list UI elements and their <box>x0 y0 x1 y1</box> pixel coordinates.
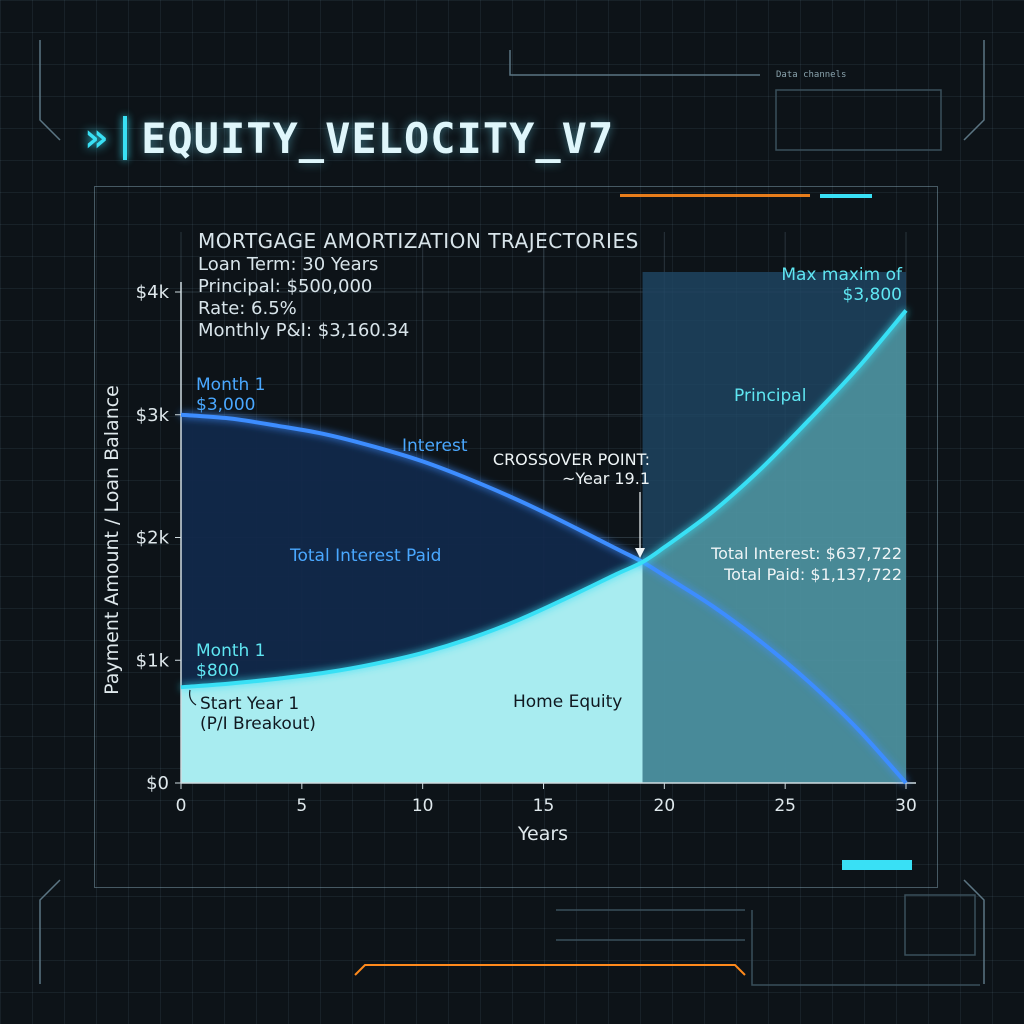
x-tick-label: 10 <box>412 796 434 816</box>
x-tick-label: 0 <box>176 796 187 816</box>
title-divider <box>123 116 128 160</box>
home-equity-label: Home Equity <box>513 692 622 712</box>
hud-accent-bars <box>354 194 912 976</box>
x-axis-label: Years <box>517 823 568 845</box>
principal-start-label-2: $800 <box>196 661 239 681</box>
chevron-right-icon: » <box>84 115 110 161</box>
start-year-label-1: Start Year 1 <box>200 694 299 714</box>
x-tick-label: 20 <box>654 796 676 816</box>
crossover-label-1: CROSSOVER POINT: <box>493 450 650 469</box>
max-label-1: Max maxim of <box>781 265 903 285</box>
data-channels-label: Data channels <box>776 70 847 80</box>
hud-frame-decoration <box>39 40 985 986</box>
total-paid-label: Total Paid: $1,137,722 <box>723 565 902 584</box>
crossover-label-2: ~Year 19.1 <box>562 469 650 488</box>
chart-areas <box>181 272 906 783</box>
principal-area-late <box>642 310 906 783</box>
interest-series-label: Interest <box>402 436 468 456</box>
chart-ticks: 0 5 10 15 20 25 30 $0 $1k $2k $3k $4k <box>136 282 917 816</box>
chart-title: MORTGAGE AMORTIZATION TRAJECTORIES <box>198 229 639 253</box>
app-title-text: EQUITY_VELOCITY_V7 <box>141 113 615 163</box>
y-tick-label: $4k <box>136 282 170 303</box>
series-line-principal <box>180 309 908 690</box>
total-interest-paid-label: Total Interest Paid <box>289 546 441 566</box>
chart-lines <box>180 309 908 785</box>
principal-text: Principal: $500,000 <box>198 276 373 297</box>
y-tick-label: $2k <box>136 528 170 549</box>
principal-series-label: Principal <box>734 386 806 406</box>
y-tick-label: $0 <box>146 773 169 794</box>
interest-start-label-1: Month 1 <box>196 375 266 395</box>
loan-term-text: Loan Term: 30 Years <box>198 254 379 275</box>
start-year-pointer <box>189 689 197 706</box>
x-tick-label: 30 <box>895 796 917 816</box>
x-tick-label: 15 <box>533 796 555 816</box>
app-title: » EQUITY_VELOCITY_V7 <box>84 110 614 166</box>
x-tick-label: 25 <box>774 796 796 816</box>
chart-info-block: MORTGAGE AMORTIZATION TRAJECTORIES Loan … <box>198 230 639 342</box>
principal-start-label-1: Month 1 <box>196 641 266 661</box>
chart-panel <box>94 186 938 888</box>
total-interest-label: Total Interest: $637,722 <box>710 544 902 563</box>
start-year-label-2: (P/I Breakout) <box>200 714 316 734</box>
interest-start-label-2: $3,000 <box>196 395 255 415</box>
monthly-payment-text: Monthly P&I: $3,160.34 <box>198 320 410 341</box>
y-axis-label: Payment Amount / Loan Balance <box>101 385 123 695</box>
y-tick-label: $3k <box>136 405 170 426</box>
x-tick-label: 5 <box>296 796 307 816</box>
rate-text: Rate: 6.5% <box>198 298 297 319</box>
crossover-arrowhead <box>635 548 645 558</box>
chart-axes <box>180 282 916 784</box>
max-label-2: $3,800 <box>843 285 902 305</box>
series-line-interest <box>180 412 908 785</box>
y-tick-label: $1k <box>136 650 170 671</box>
